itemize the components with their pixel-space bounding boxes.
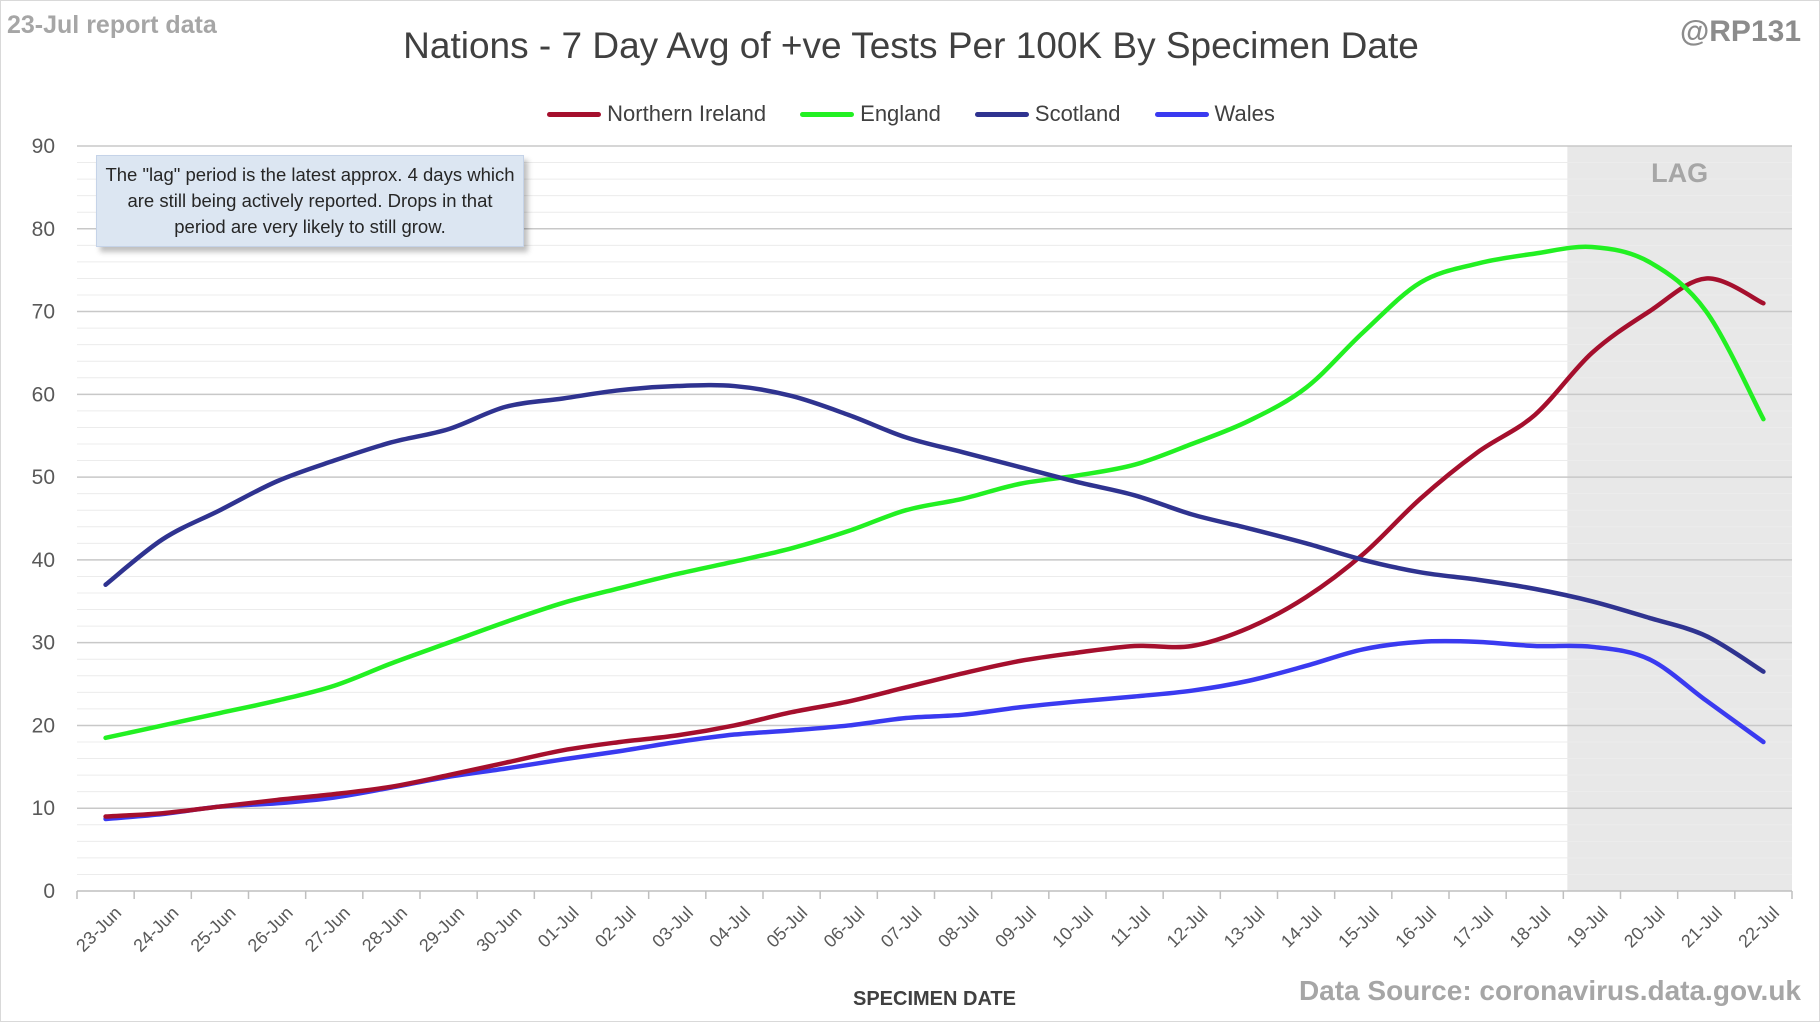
y-tick-label: 10 — [32, 797, 55, 820]
x-tick-label: 11-Jul — [1106, 903, 1154, 951]
x-tick-label: 10-Jul — [1048, 903, 1097, 952]
y-tick-label: 30 — [32, 632, 55, 655]
legend-item-scotland: Scotland — [974, 101, 1121, 127]
x-tick-label: 30-Jun — [472, 903, 525, 956]
x-tick-label: 23-Jun — [72, 903, 125, 956]
x-tick-label: 01-Jul — [534, 903, 583, 952]
y-tick-label: 70 — [32, 301, 55, 324]
x-tick-label: 21-Jul — [1677, 903, 1726, 952]
y-tick-label: 0 — [43, 880, 55, 903]
lag-region — [1567, 146, 1792, 891]
legend-label-scotland: Scotland — [1034, 101, 1121, 126]
x-tick-label: 05-Jul — [763, 903, 812, 952]
series-line-northern-ireland — [103, 276, 1766, 819]
y-tick-label: 80 — [32, 218, 55, 241]
x-tick-label: 26-Jun — [244, 903, 297, 956]
series-line-england — [103, 244, 1766, 741]
x-tick-label: 02-Jul — [591, 903, 640, 952]
y-tick-label: 20 — [32, 714, 55, 737]
x-tick-label: 27-Jun — [301, 903, 354, 956]
y-tick-label: 50 — [32, 466, 55, 489]
y-tick-label: 40 — [32, 549, 55, 572]
x-tick-label: 19-Jul — [1563, 903, 1612, 952]
legend-item-northern-ireland: Northern Ireland — [547, 101, 766, 127]
legend-swatch-scotland — [974, 111, 1029, 117]
x-tick-label: 12-Jul — [1163, 903, 1212, 952]
x-tick-label: 28-Jun — [358, 903, 411, 956]
y-tick-label: 60 — [32, 383, 55, 406]
legend-swatch-wales — [1154, 111, 1209, 117]
x-tick-label: 20-Jul — [1620, 903, 1669, 952]
x-tick-label: 17-Jul — [1449, 903, 1498, 952]
x-tick-label: 15-Jul — [1334, 903, 1383, 952]
report-date-label: 23-Jul report data — [7, 11, 217, 39]
lag-label: LAG — [1651, 158, 1708, 188]
y-tick-label: 90 — [32, 135, 55, 158]
x-tick-label: 22-Jul — [1734, 903, 1783, 952]
x-tick-label: 06-Jul — [820, 903, 869, 952]
x-tick-label: 25-Jun — [187, 903, 240, 956]
legend-label-wales: Wales — [1214, 101, 1275, 126]
x-tick-label: 04-Jul — [705, 903, 754, 952]
chart-title: Nations - 7 Day Avg of +ve Tests Per 100… — [403, 25, 1419, 66]
x-tick-label: 29-Jun — [415, 903, 468, 956]
legend-item-wales: Wales — [1154, 101, 1275, 127]
x-tick-label: 08-Jul — [934, 903, 983, 952]
lag-note: The "lag" period is the latest approx. 4… — [96, 155, 524, 247]
data-source: Data Source: coronavirus.data.gov.uk — [1298, 975, 1801, 1006]
x-tick-label: 13-Jul — [1220, 903, 1269, 952]
author-handle: @RP131 — [1680, 15, 1801, 48]
legend-swatch-england — [800, 111, 855, 117]
x-axis-title: SPECIMEN DATE — [853, 988, 1016, 1010]
legend-item-england: England — [800, 101, 941, 127]
x-tick-label: 09-Jul — [991, 903, 1040, 952]
legend-label-england: England — [860, 101, 941, 126]
x-tick-label: 24-Jun — [129, 903, 182, 956]
legend-swatch-northern-ireland — [547, 111, 602, 117]
x-tick-label: 14-Jul — [1277, 903, 1326, 952]
series-line-scotland — [103, 382, 1766, 674]
x-tick-label: 18-Jul — [1506, 903, 1555, 952]
x-tick-label: 07-Jul — [877, 903, 926, 952]
x-tick-label: 16-Jul — [1391, 903, 1440, 952]
chart-legend: Northern Ireland England Scotland Wales — [1, 101, 1820, 127]
legend-label-northern-ireland: Northern Ireland — [607, 101, 767, 126]
x-tick-label: 03-Jul — [648, 903, 697, 952]
